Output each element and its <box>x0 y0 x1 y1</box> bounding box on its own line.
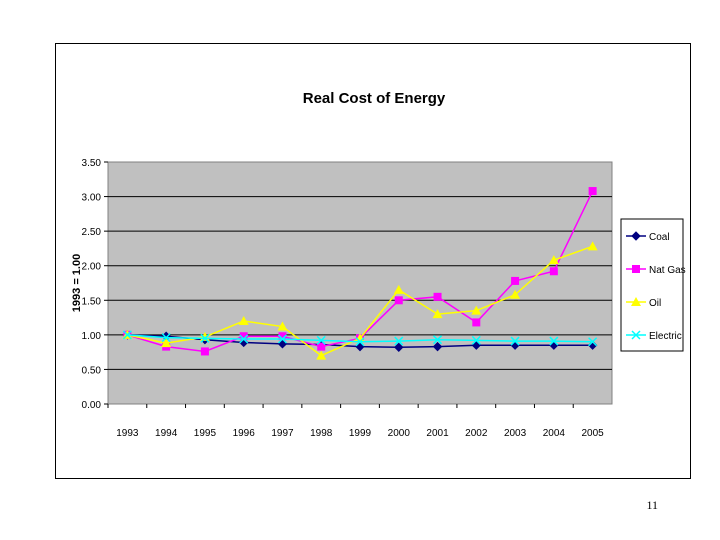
data-point-nat-gas <box>317 342 326 351</box>
data-point-electric <box>394 336 404 346</box>
data-point-oil <box>548 255 559 265</box>
x-tick-label: 2001 <box>426 428 449 439</box>
data-point-electric <box>471 335 481 345</box>
x-tick-label: 1996 <box>233 428 256 439</box>
data-point-nat-gas <box>239 332 248 341</box>
y-tick-label: 3.50 <box>82 158 102 169</box>
y-axis-title: 1993 = 1.00 <box>71 254 83 312</box>
data-point-electric <box>433 335 443 345</box>
data-point-nat-gas <box>394 296 403 305</box>
x-tick-label: 1998 <box>310 428 333 439</box>
legend-label-electric: Electric <box>649 331 682 342</box>
x-tick-label: 1999 <box>349 428 372 439</box>
legend-marker-oil <box>631 297 641 306</box>
data-point-oil <box>316 350 327 360</box>
chart-legend: Coal Nat Gas Oil Electric <box>620 218 686 352</box>
plot-area <box>107 161 613 405</box>
legend-label-nat-gas: Nat Gas <box>649 265 686 276</box>
y-tick-label: 1.00 <box>82 331 102 342</box>
legend-box <box>620 218 684 352</box>
x-tick-label: 1993 <box>116 428 139 439</box>
legend-marker-electric <box>631 330 641 340</box>
data-point-electric <box>161 333 171 343</box>
y-axis-ticks: 0.00 0.50 1.00 1.50 2.00 2.50 3.00 3.50 <box>82 158 108 411</box>
page-number: 11 <box>646 498 658 512</box>
data-point-nat-gas <box>549 267 558 276</box>
x-tick-label: 2000 <box>388 428 411 439</box>
x-tick-label: 2005 <box>581 428 604 439</box>
data-point-electric <box>588 337 598 347</box>
data-point-oil <box>393 284 404 294</box>
data-point-nat-gas <box>278 332 287 341</box>
x-tick-label: 2004 <box>543 428 566 439</box>
x-tick-label: 1994 <box>155 428 178 439</box>
y-tick-label: 3.00 <box>82 193 102 204</box>
x-tick-label: 2003 <box>504 428 527 439</box>
data-point-nat-gas <box>433 292 442 301</box>
data-point-electric <box>200 333 210 343</box>
y-tick-label: 1.50 <box>82 296 102 307</box>
chart-frame: Real Cost of Energy 0.00 0.50 1.00 1.50 2.00… <box>55 43 691 479</box>
data-point-oil <box>161 338 172 348</box>
y-tick-label: 0.50 <box>82 365 102 376</box>
data-point-oil <box>471 305 482 315</box>
data-point-electric <box>355 337 365 347</box>
data-point-electric <box>122 330 132 340</box>
legend-label-coal: Coal <box>649 232 670 243</box>
x-tick-label: 2002 <box>465 428 488 439</box>
data-point-nat-gas <box>472 318 481 327</box>
legend-marker-nat-gas <box>632 265 640 273</box>
data-point-electric <box>510 336 520 346</box>
data-point-electric <box>277 334 287 344</box>
series-lines <box>122 187 598 360</box>
data-point-oil <box>277 321 288 331</box>
data-point-oil <box>432 309 443 319</box>
chart-title: Real Cost of Energy <box>303 90 446 107</box>
y-tick-label: 0.00 <box>82 400 102 411</box>
data-point-oil <box>238 316 249 326</box>
data-point-oil <box>587 241 598 251</box>
grid-lines <box>108 196 612 370</box>
data-point-electric <box>549 336 559 346</box>
data-point-oil <box>510 289 521 299</box>
x-tick-label: 1995 <box>194 428 217 439</box>
data-point-electric <box>239 334 249 344</box>
legend-label-oil: Oil <box>649 298 661 309</box>
x-axis-ticks: 1993 1994 1995 1996 1997 1998 1999 2000 2001 2002… <box>107 404 604 439</box>
y-tick-label: 2.00 <box>82 262 102 273</box>
data-point-coal <box>394 342 404 353</box>
data-point-coal <box>432 341 443 352</box>
data-point-electric <box>316 335 326 345</box>
y-tick-label: 2.50 <box>82 227 102 238</box>
x-tick-label: 1997 <box>271 428 294 439</box>
legend-marker-coal <box>631 231 641 241</box>
data-point-nat-gas <box>511 276 520 285</box>
data-point-nat-gas <box>200 347 209 356</box>
line-chart: Real Cost of Energy 0.00 0.50 1.00 1.50 2.00… <box>71 90 686 439</box>
data-point-nat-gas <box>588 187 597 196</box>
